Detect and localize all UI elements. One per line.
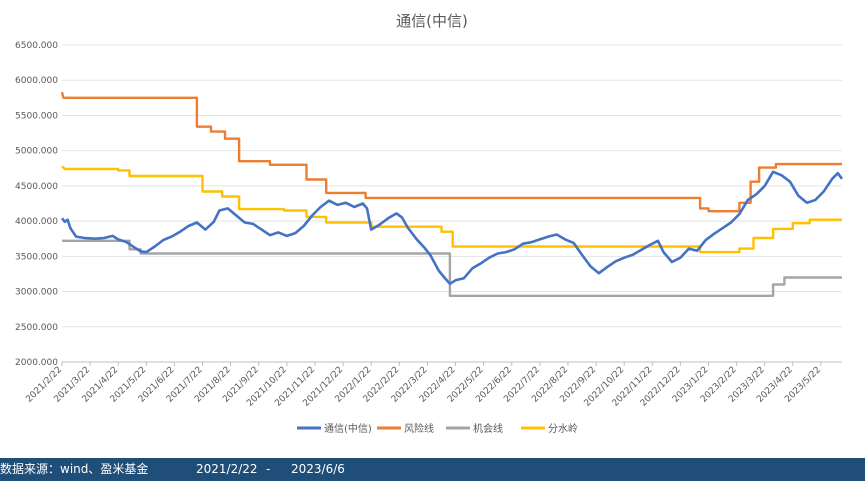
legend-label: 机会线 xyxy=(473,422,503,435)
legend-label: 风险线 xyxy=(404,422,434,435)
y-tick-label: 5500.000 xyxy=(15,111,58,121)
y-tick-label: 4500.000 xyxy=(15,182,58,192)
footer-bar: 数据来源：wind、盈米基金 2021/2/22 - 2023/6/6 xyxy=(0,458,865,481)
series-line-1 xyxy=(60,91,842,213)
series-lines xyxy=(60,91,844,297)
y-tick-label: 3500.000 xyxy=(15,252,58,262)
y-tick-label: 5000.000 xyxy=(15,147,58,157)
y-axis-ticks: 2000.000 2500.000 3000.000 3500.000 4000.000… xyxy=(15,41,58,368)
series-line-2 xyxy=(62,239,842,297)
gridlines xyxy=(62,44,842,363)
y-tick-label: 3000.000 xyxy=(15,288,58,298)
chart-title: 通信(中信) xyxy=(396,12,468,30)
legend-label: 分水岭 xyxy=(548,422,578,435)
y-tick-label: 2500.000 xyxy=(15,323,58,333)
series-line-3 xyxy=(61,165,842,254)
date-separator: - xyxy=(266,462,271,476)
y-tick-label: 6000.000 xyxy=(15,76,58,86)
y-tick-label: 2000.000 xyxy=(15,358,58,368)
y-tick-label: 6500.000 xyxy=(15,41,58,51)
end-date-text: 2023/6/6 xyxy=(291,462,345,476)
chart-panel: 通信(中信) 2000.000 2500.000 3000.000 3500.000 4… xyxy=(0,0,865,458)
line-chart: 通信(中信) 2000.000 2500.000 3000.000 3500.000 4… xyxy=(15,12,844,435)
x-axis-ticks: 2021/2/222021/3/222021/4/222021/5/222021… xyxy=(24,362,823,409)
legend-label: 通信(中信) xyxy=(324,422,372,435)
start-date-text: 2021/2/22 xyxy=(196,462,258,476)
series-line-0 xyxy=(60,170,844,286)
data-source-text: 数据来源：wind、盈米基金 xyxy=(0,462,149,476)
y-tick-label: 4000.000 xyxy=(15,217,58,227)
legend: 通信(中信) 风险线 机会线 分水岭 xyxy=(297,422,578,435)
